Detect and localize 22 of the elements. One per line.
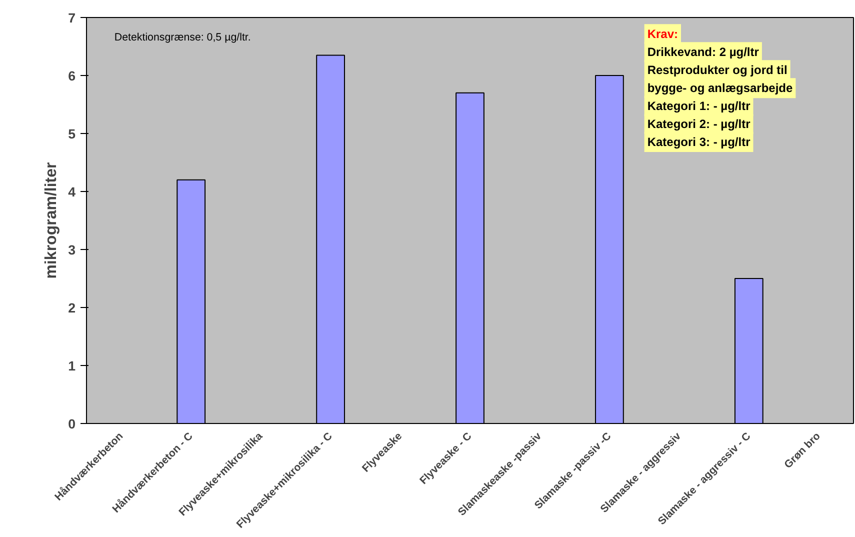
y-tick-label: 5 [68, 126, 76, 142]
annotation: Drikkevand: 2 µg/ltr [647, 45, 760, 60]
y-axis-title: mikrogram/liter [43, 162, 60, 279]
y-tick-label: 2 [68, 300, 76, 316]
bar [456, 92, 484, 424]
y-tick-label: 6 [68, 68, 76, 84]
annotation: Kategori 1: - µg/ltr [647, 99, 751, 114]
bar [176, 179, 206, 424]
y-tick-label: 3 [68, 242, 76, 258]
annotation: Kategori 3: - µg/ltr [647, 135, 751, 150]
annotation: bygge- og anlægsarbejde [647, 81, 794, 96]
y-tick-label: 0 [68, 416, 76, 432]
y-tick-label: 4 [68, 184, 76, 200]
annotation: Krav: [647, 27, 678, 42]
y-tick-label: 7 [68, 10, 76, 26]
bar [595, 75, 624, 424]
bar [734, 278, 764, 424]
annotation: Kategori 2: - µg/ltr [647, 117, 751, 132]
bar [316, 54, 345, 424]
annotation: Detektionsgrænse: 0,5 µg/ltr. [114, 32, 251, 44]
y-tick-label: 1 [68, 358, 76, 374]
annotation: Restprodukter og jord til [647, 63, 788, 78]
